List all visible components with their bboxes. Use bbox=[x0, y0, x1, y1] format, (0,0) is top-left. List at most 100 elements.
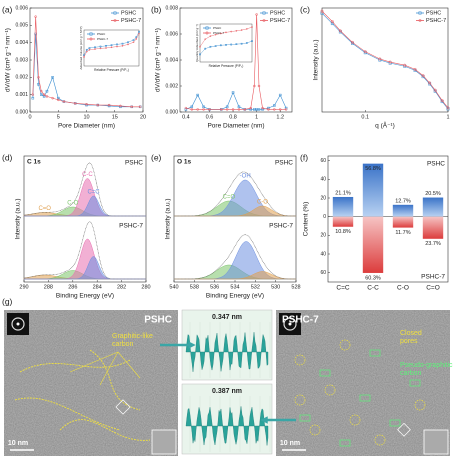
line-profile bbox=[185, 332, 269, 372]
legend-marker bbox=[205, 31, 209, 35]
point bbox=[42, 93, 46, 96]
point bbox=[85, 48, 88, 51]
series-name: PSHC bbox=[427, 161, 445, 168]
bar bbox=[362, 163, 384, 217]
point bbox=[190, 105, 194, 109]
x-tick-label: 0 bbox=[28, 114, 31, 120]
point bbox=[253, 84, 256, 88]
point bbox=[110, 44, 113, 46]
point bbox=[245, 42, 248, 44]
point bbox=[83, 54, 85, 57]
point bbox=[413, 67, 417, 71]
x-tick-label: 0.6 bbox=[206, 114, 214, 120]
point bbox=[237, 108, 241, 111]
y-tick-label: 0.002 bbox=[165, 83, 178, 89]
legend-label: PSHC-7 bbox=[426, 18, 446, 24]
closed-pore bbox=[374, 434, 386, 446]
legend-marker bbox=[113, 11, 117, 15]
panel-label: (c) bbox=[300, 4, 310, 14]
component-label: -OH bbox=[240, 174, 251, 180]
y-tick-label: 0 bbox=[323, 214, 326, 220]
fit-component bbox=[174, 241, 296, 280]
point bbox=[225, 108, 229, 111]
y-axis-label: Content (%) bbox=[303, 202, 310, 237]
point bbox=[245, 28, 248, 30]
point bbox=[96, 103, 100, 107]
inset-y-label: Quantity Adsorbed (cm³ g⁻¹) bbox=[195, 24, 199, 62]
point bbox=[37, 76, 40, 79]
series-line bbox=[199, 26, 253, 47]
point bbox=[40, 93, 43, 96]
legend-marker bbox=[205, 26, 209, 30]
image-title: PSHC-7 bbox=[282, 315, 319, 326]
diffraction-center bbox=[288, 322, 292, 326]
point bbox=[261, 106, 264, 110]
closed-pore bbox=[414, 399, 426, 411]
series-line bbox=[83, 33, 140, 58]
point bbox=[257, 84, 261, 88]
legend-marker bbox=[262, 19, 266, 22]
point bbox=[240, 29, 243, 31]
diffraction-center bbox=[16, 322, 20, 326]
legend-label: PSHC bbox=[97, 32, 106, 36]
spacing-label: 0.387 nm bbox=[212, 388, 242, 395]
spectrum-name: PSHC bbox=[125, 160, 143, 167]
pointer bbox=[69, 351, 119, 373]
value-label: 20.5% bbox=[425, 191, 441, 197]
point bbox=[230, 30, 233, 33]
point bbox=[40, 89, 43, 93]
point bbox=[225, 105, 229, 109]
point bbox=[220, 108, 223, 111]
lattice-trace bbox=[19, 359, 131, 373]
point bbox=[278, 108, 282, 111]
y-tick-label: 0.008 bbox=[165, 5, 178, 11]
point bbox=[135, 36, 138, 39]
legend-label: PSHC bbox=[121, 10, 136, 16]
legend-marker bbox=[89, 37, 93, 41]
x-tick-label: 1 bbox=[446, 114, 449, 120]
point bbox=[231, 108, 235, 111]
value-label: 56.8% bbox=[365, 166, 381, 172]
y-tick-label: 0.006 bbox=[165, 31, 178, 37]
inset-x-label: Relative Pressure (P/P₀) bbox=[94, 68, 129, 72]
x-tick-label: 280 bbox=[141, 284, 150, 290]
bar bbox=[332, 196, 354, 217]
legend-label: PSHC-7 bbox=[121, 18, 141, 24]
x-axis-label: Pore Diameter (nm) bbox=[58, 123, 115, 130]
y-tick-label: 0.006 bbox=[15, 5, 28, 11]
point bbox=[388, 60, 392, 64]
point bbox=[284, 108, 288, 111]
graphitic-domain bbox=[339, 439, 351, 447]
y-tick-label: 0.000 bbox=[165, 109, 178, 115]
point bbox=[73, 102, 77, 105]
y-tick-label: 0.000 bbox=[15, 109, 28, 115]
point bbox=[121, 42, 124, 45]
legend-label: PSHC-7 bbox=[270, 18, 290, 24]
point bbox=[94, 48, 96, 50]
panel-label: (d) bbox=[2, 152, 13, 162]
graphitic-domain bbox=[319, 369, 331, 377]
spectrum-title: O 1s bbox=[177, 159, 191, 166]
y-axis-label: dV/dW (cm³ g⁻¹ nm⁻¹) bbox=[5, 28, 12, 92]
point bbox=[235, 29, 238, 32]
value-label: 12.7% bbox=[395, 198, 411, 204]
annotation: pores bbox=[400, 338, 418, 345]
point bbox=[230, 43, 233, 46]
point bbox=[127, 43, 129, 46]
point bbox=[199, 45, 201, 48]
line-profile bbox=[185, 406, 269, 446]
point bbox=[278, 93, 282, 97]
component-label: C-O bbox=[67, 201, 78, 207]
tem-noise bbox=[276, 310, 450, 456]
series-line bbox=[83, 31, 140, 56]
point bbox=[88, 48, 91, 51]
y-axis-label: Intensity (a.u.) bbox=[313, 39, 320, 80]
y-tick-label: 20 bbox=[320, 195, 326, 201]
point bbox=[320, 11, 324, 15]
point bbox=[42, 95, 46, 98]
point bbox=[208, 108, 211, 111]
x-axis-label: q (Å⁻¹) bbox=[375, 121, 395, 130]
point bbox=[428, 81, 432, 85]
x-tick-label: 0.1 bbox=[361, 114, 369, 120]
point bbox=[403, 63, 407, 67]
